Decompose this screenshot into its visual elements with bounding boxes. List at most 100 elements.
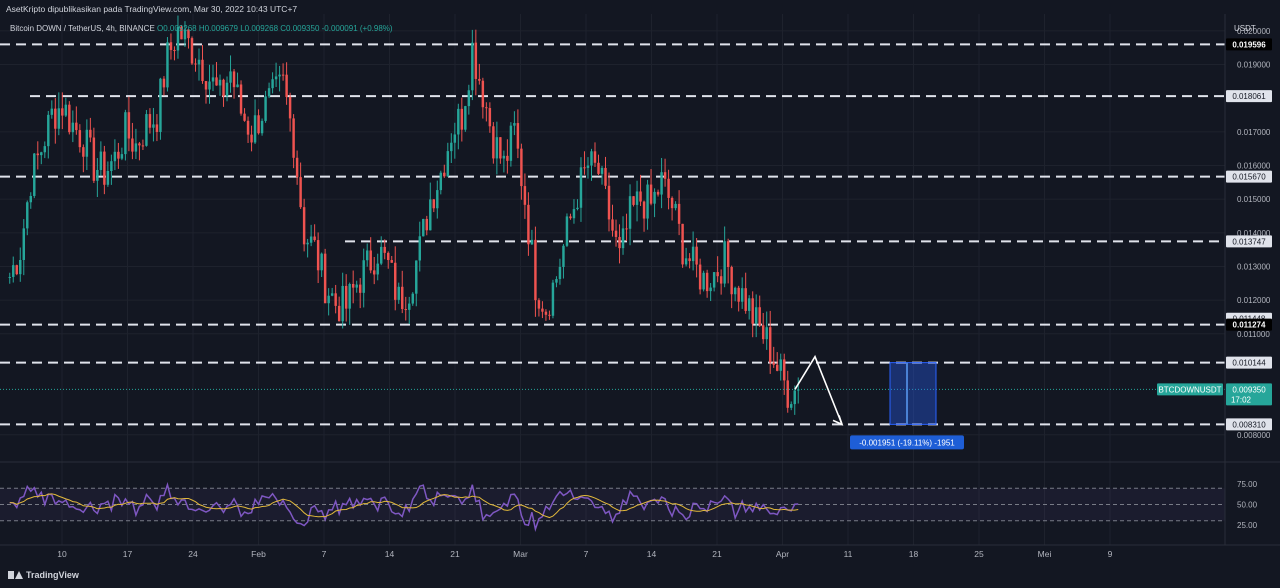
level-price-label: 0.013747 [1232, 237, 1266, 246]
candle-body [309, 236, 313, 243]
candle-body [751, 298, 754, 324]
candle-body [222, 79, 225, 97]
candle-body [611, 219, 614, 231]
candle-body [285, 74, 288, 97]
candle-body [26, 202, 29, 229]
candle-body [772, 362, 775, 365]
candle-body [183, 29, 187, 40]
candle-body [145, 114, 148, 146]
candle-body [754, 307, 758, 324]
countdown-label: 17:02 [1231, 395, 1252, 404]
candle-body [197, 59, 201, 65]
candle-body [176, 26, 180, 51]
candle-body [443, 172, 446, 177]
candle-body [274, 76, 278, 80]
candle-body [548, 314, 551, 316]
candle-body [124, 112, 127, 155]
candle-body [453, 134, 457, 143]
candle-body [446, 151, 450, 177]
candle-body [271, 79, 274, 89]
candle-body [106, 170, 110, 185]
time-tick-label: 14 [385, 549, 395, 559]
candle-body [590, 151, 593, 166]
last-price-label: 0.009350 [1232, 385, 1266, 394]
candle-body [702, 272, 705, 290]
candle-body [288, 96, 292, 119]
candle-body [429, 199, 432, 231]
candle-body [141, 145, 145, 147]
candle-body [618, 236, 621, 249]
candle-body [656, 191, 660, 195]
time-tick-label: 21 [712, 549, 722, 559]
candle-body [555, 279, 558, 283]
candle-body [131, 138, 134, 152]
candle-body [527, 204, 530, 245]
candle-body [12, 265, 15, 277]
candle-body [415, 260, 418, 294]
candle-body [607, 185, 611, 220]
candle-body [565, 216, 569, 246]
time-tick-label: 14 [647, 549, 657, 559]
price-tick-label: 0.011000 [1237, 330, 1270, 339]
candle-body [225, 82, 229, 97]
tradingview-footer[interactable]: TradingView [8, 570, 79, 580]
price-tick-label: 0.013000 [1237, 262, 1271, 271]
candle-body [726, 241, 730, 268]
price-tick-label: 0.012000 [1237, 296, 1271, 305]
candle-body [316, 240, 320, 271]
time-tick-label: 9 [1108, 549, 1113, 559]
candle-body [138, 143, 141, 146]
candle-body [502, 155, 506, 159]
candle-body [19, 259, 22, 275]
rsi-ma-line [9, 493, 799, 519]
candle-body [267, 88, 271, 97]
candle-body [362, 260, 365, 293]
candle-body [467, 90, 471, 107]
time-tick-label: 11 [844, 549, 853, 559]
candle-body [281, 74, 285, 76]
candle-body [229, 71, 232, 83]
candle-body [432, 199, 436, 209]
price-tick-label: 0.019000 [1237, 60, 1271, 69]
candle-body [737, 287, 740, 302]
candle-body [204, 81, 208, 90]
candle-body [155, 124, 159, 132]
candle-body [85, 129, 89, 157]
candle-body [246, 120, 250, 135]
candle-body [691, 246, 695, 262]
candle-body [218, 79, 222, 86]
level-price-tag [1226, 356, 1272, 369]
candle-body [337, 305, 341, 322]
candle-body [793, 390, 796, 405]
candle-body [162, 78, 166, 88]
candle-body [320, 253, 323, 271]
level-price-tag [1226, 90, 1272, 103]
time-tick-label: Mar [513, 549, 528, 559]
candle-body [383, 246, 386, 253]
candle-body [460, 108, 464, 130]
projection-arrow [794, 354, 843, 425]
level-price-tag [1226, 170, 1272, 183]
candle-body [485, 107, 488, 109]
candle-body [190, 38, 194, 64]
time-tick-label: 7 [322, 549, 327, 559]
rsi-tick-label: 50.00 [1237, 501, 1258, 510]
candle-body [348, 283, 351, 309]
candle-body [306, 242, 309, 245]
candle-body [57, 108, 61, 129]
candle-body [677, 203, 681, 224]
level-price-tag [1226, 418, 1272, 431]
level-price-label: 0.018061 [1232, 92, 1266, 101]
level-price-label: 0.011274 [1233, 321, 1266, 330]
candle-body [684, 258, 688, 265]
candle-body [208, 81, 211, 90]
level-price-tag [1226, 235, 1272, 248]
candle-body [64, 104, 68, 116]
time-tick-label: 21 [450, 549, 460, 559]
candle-body [355, 284, 358, 288]
candle-body [341, 285, 344, 322]
candle-body [411, 293, 414, 304]
symbol-legend: Bitcoin DOWN / TetherUS, 4h, BINANCE O0.… [10, 24, 393, 33]
candle-body [478, 78, 481, 81]
